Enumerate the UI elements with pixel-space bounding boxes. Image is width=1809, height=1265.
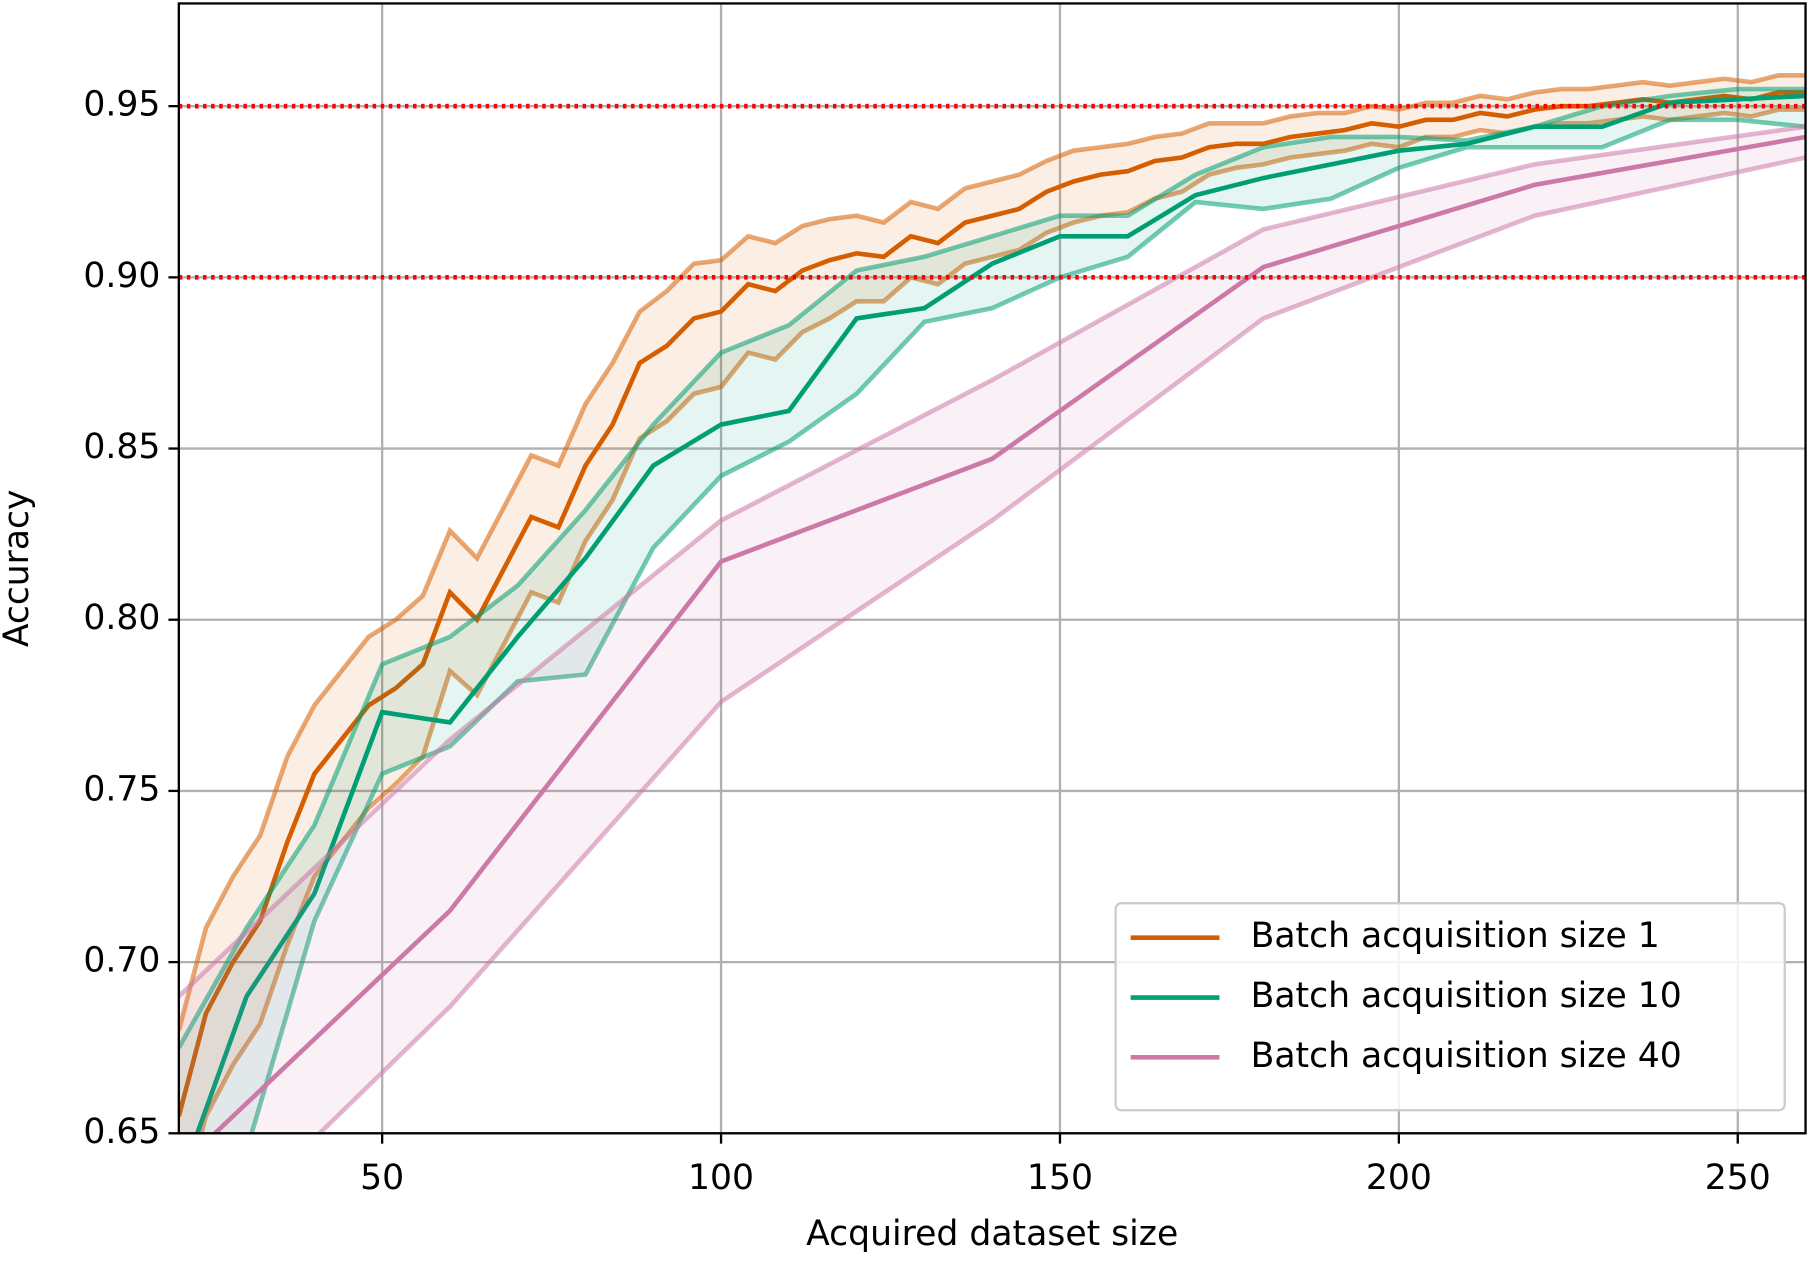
x-tick-label: 100 <box>688 1158 754 1198</box>
x-tick-label: 200 <box>1366 1158 1432 1198</box>
x-tick-label: 250 <box>1705 1158 1771 1198</box>
legend-label: Batch acquisition size 1 <box>1251 916 1660 956</box>
band-edge <box>249 117 1806 1134</box>
legend-label: Batch acquisition size 10 <box>1251 976 1682 1016</box>
y-tick-label: 0.80 <box>83 598 160 638</box>
band-edge <box>178 73 1806 1032</box>
confidence-band <box>178 126 1806 1134</box>
band-edge <box>316 155 1806 1134</box>
x-tick-label: 50 <box>360 1158 404 1198</box>
series-line <box>194 93 1806 1134</box>
y-tick-label: 0.65 <box>83 1112 160 1152</box>
plot-area <box>178 73 1806 1134</box>
confidence-band <box>178 75 1806 1134</box>
y-tick-label: 0.90 <box>83 256 160 296</box>
y-tick-label: 0.70 <box>83 941 160 981</box>
x-axis-label: Acquired dataset size <box>806 1214 1178 1254</box>
legend: Batch acquisition size 1 Batch acquisitio… <box>1114 902 1786 1112</box>
band-edge <box>178 124 1806 999</box>
axes-frame <box>177 2 1807 1135</box>
series-line <box>211 134 1806 1134</box>
y-tick-label: 0.95 <box>83 85 160 125</box>
y-tick-label: 0.75 <box>83 769 160 809</box>
y-axis-label: Accuracy <box>0 490 37 648</box>
x-tick-label: 150 <box>1027 1158 1093 1198</box>
y-tick-label: 0.85 <box>83 427 160 467</box>
legend-box <box>1114 902 1786 1112</box>
series-line <box>178 90 1806 1117</box>
legend-label: Batch acquisition size 40 <box>1251 1036 1682 1076</box>
confidence-band <box>178 89 1806 1134</box>
